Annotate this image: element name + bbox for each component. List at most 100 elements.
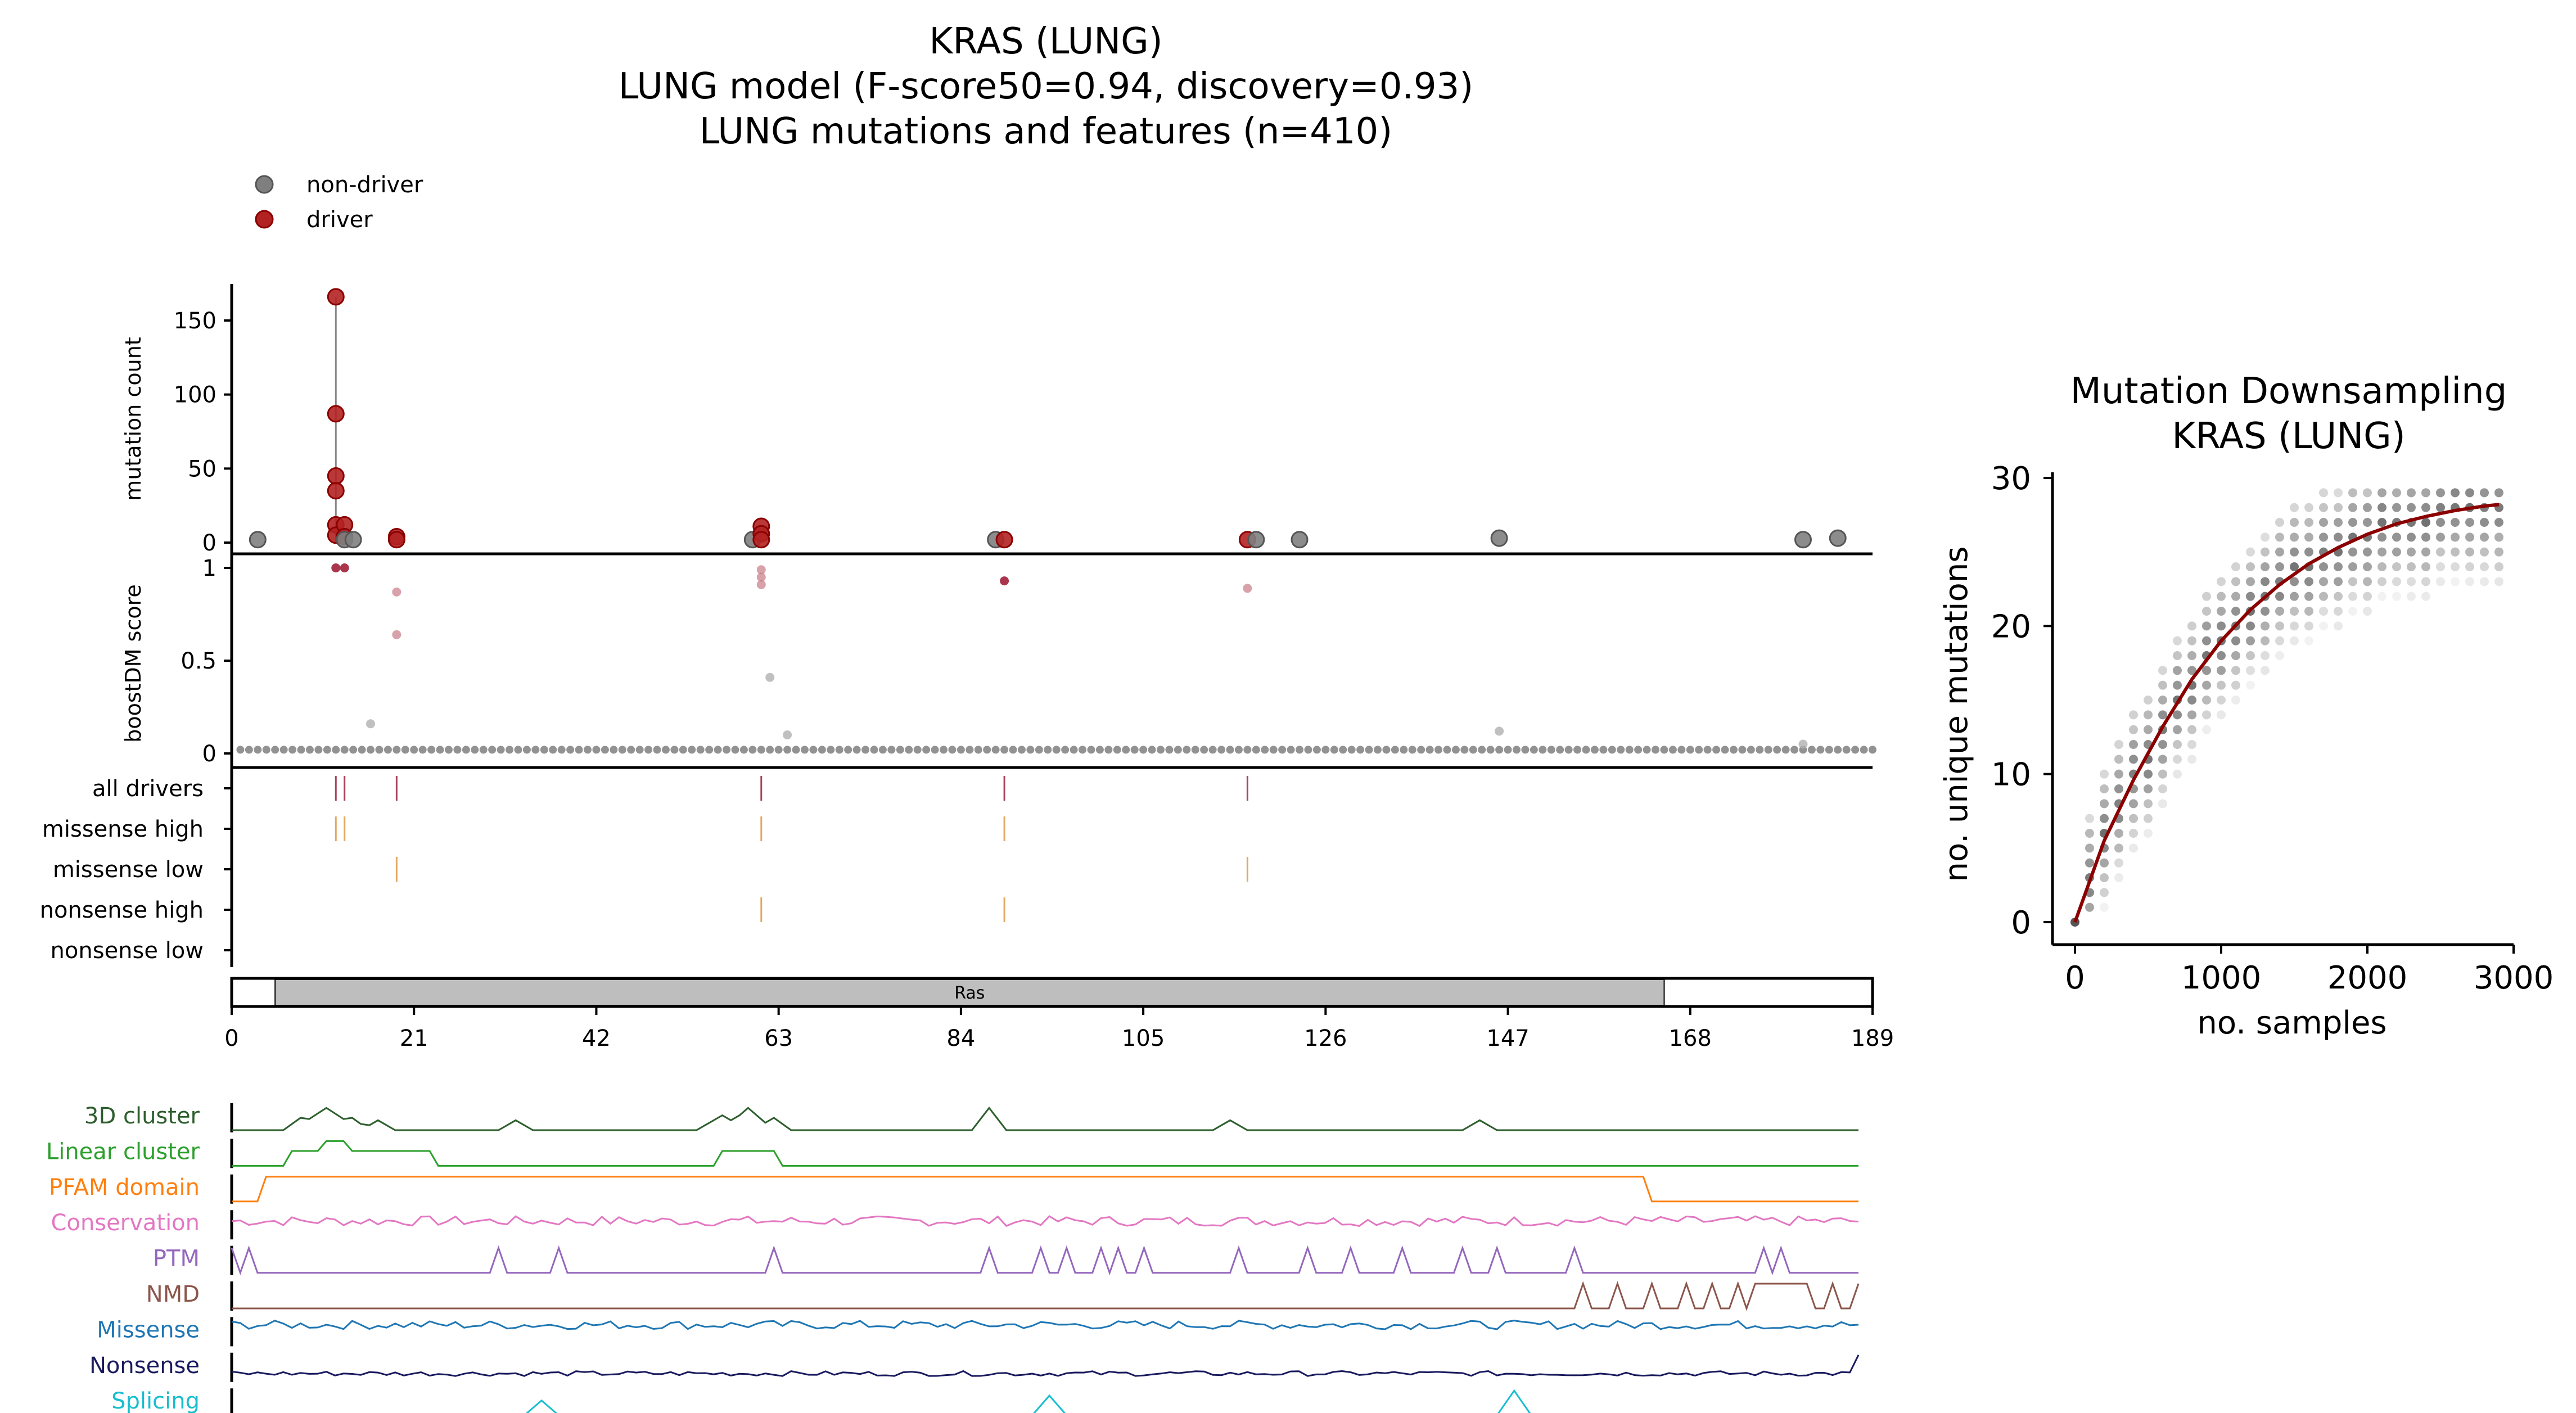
downsampling-point bbox=[2158, 710, 2167, 720]
baseline-score-point bbox=[1113, 746, 1121, 754]
downsampling-point bbox=[2114, 829, 2123, 838]
downsampling-point bbox=[2451, 488, 2460, 498]
baseline-score-point bbox=[384, 746, 392, 754]
downsampling-point bbox=[2202, 680, 2211, 690]
downsampling-point bbox=[2202, 725, 2211, 734]
baseline-score-point bbox=[488, 746, 497, 754]
baseline-score-point bbox=[1009, 746, 1017, 754]
downsampling-point bbox=[2407, 547, 2416, 557]
baseline-score-point bbox=[245, 746, 253, 754]
downsampling-point bbox=[2480, 547, 2489, 557]
baseline-score-point bbox=[262, 746, 270, 754]
downsampling-point bbox=[2494, 562, 2503, 571]
baseline-score-point bbox=[723, 746, 731, 754]
baseline-score-point bbox=[575, 746, 583, 754]
baseline-score-point bbox=[1486, 746, 1495, 754]
downsampling-y-label: no. unique mutations bbox=[1938, 547, 1975, 882]
downsampling-point bbox=[2158, 755, 2167, 764]
downsampling-point bbox=[2494, 518, 2503, 527]
driver-score-point bbox=[756, 565, 766, 575]
downsampling-point bbox=[2304, 518, 2313, 527]
baseline-score-point bbox=[323, 746, 331, 754]
baseline-score-point bbox=[1860, 746, 1868, 754]
baseline-score-point bbox=[1790, 746, 1799, 754]
baseline-score-point bbox=[1079, 746, 1087, 754]
baseline-score-point bbox=[601, 746, 609, 754]
downsampling-point bbox=[2334, 503, 2343, 512]
downsampling-point bbox=[2363, 503, 2372, 512]
downsampling-point bbox=[2114, 843, 2123, 853]
downsampling-point bbox=[2494, 577, 2503, 586]
baseline-score-point bbox=[1174, 746, 1182, 754]
domain-bars: Ras bbox=[274, 979, 1665, 1006]
baseline-score-point bbox=[401, 746, 409, 754]
track-label: all drivers bbox=[92, 776, 204, 802]
downsampling-point bbox=[2421, 518, 2430, 527]
score-tick-label: 0.5 bbox=[181, 648, 216, 674]
downsampling-point bbox=[2421, 577, 2430, 586]
baseline-score-point bbox=[627, 746, 635, 754]
baseline-score-point bbox=[444, 746, 453, 754]
downsampling-point bbox=[2392, 577, 2401, 586]
downsampling-point bbox=[2304, 503, 2313, 512]
downsampling-point bbox=[2100, 858, 2109, 868]
downsampling-point bbox=[2275, 562, 2284, 571]
baseline-score-point bbox=[1252, 746, 1260, 754]
downsampling-point bbox=[2217, 621, 2226, 631]
downsampling-point bbox=[2363, 577, 2372, 586]
downsampling-fit-curve bbox=[2073, 503, 2500, 923]
driver-score-point bbox=[1000, 576, 1009, 586]
baseline-score-point bbox=[688, 746, 696, 754]
track-label: missense high bbox=[42, 816, 204, 842]
downsampling-point bbox=[2436, 518, 2445, 527]
driver-score-point bbox=[340, 563, 349, 572]
baseline-score-point bbox=[1330, 746, 1338, 754]
downsampling-point bbox=[2290, 592, 2299, 601]
downsampling-point bbox=[2114, 858, 2123, 868]
downsampling-point bbox=[2334, 532, 2343, 542]
downsampling-point bbox=[2158, 666, 2167, 675]
downsampling-point bbox=[2407, 532, 2416, 542]
baseline-score-point bbox=[1052, 746, 1061, 754]
baseline-score-point bbox=[653, 746, 661, 754]
downsampling-point bbox=[2304, 532, 2313, 542]
driver-point bbox=[387, 531, 405, 549]
downsampling-point bbox=[2451, 577, 2460, 586]
baseline-score-point bbox=[410, 746, 418, 754]
baseline-score-point bbox=[618, 746, 626, 754]
baseline-score-point bbox=[1400, 746, 1408, 754]
feature-track-label: Conservation bbox=[51, 1210, 200, 1236]
baseline-score-point bbox=[1000, 746, 1009, 754]
downsampling-point bbox=[2187, 755, 2196, 764]
downsampling-point bbox=[2261, 651, 2270, 660]
feature-track-line bbox=[231, 1215, 1859, 1227]
driver-point bbox=[327, 288, 345, 306]
downsampling-point bbox=[2378, 592, 2386, 601]
downsampling-point bbox=[2246, 680, 2255, 690]
baseline-score-point bbox=[731, 746, 739, 754]
downsampling-point bbox=[2202, 607, 2211, 616]
baseline-score-point bbox=[896, 746, 904, 754]
downsampling-point bbox=[2129, 799, 2138, 809]
nondriver-point bbox=[344, 531, 362, 549]
baseline-score-point bbox=[1356, 746, 1365, 754]
downsampling-point bbox=[2436, 488, 2445, 498]
baseline-score-point bbox=[1530, 746, 1538, 754]
downsampling-point bbox=[2334, 562, 2343, 571]
baseline-score-point bbox=[1756, 746, 1764, 754]
count-tick-label: 0 bbox=[202, 530, 216, 556]
downsampling-point bbox=[2363, 488, 2372, 498]
downsampling-point bbox=[2261, 562, 2270, 571]
baseline-score-point bbox=[1512, 746, 1521, 754]
baseline-score-point bbox=[471, 746, 479, 754]
downsampling-point bbox=[2231, 680, 2240, 690]
baseline-score-point bbox=[332, 746, 340, 754]
baseline-score-point bbox=[297, 746, 305, 754]
downsampling-point bbox=[2290, 577, 2299, 586]
downsampling-point bbox=[2085, 858, 2094, 868]
baseline-score-point bbox=[305, 746, 314, 754]
title-line-1: KRAS (LUNG) bbox=[929, 21, 1162, 62]
downsampling-point bbox=[2392, 547, 2401, 557]
downsampling-point bbox=[2114, 769, 2123, 779]
feature-tracks-panel: 3D cluster Linear cluster PFAM domain Conse… bbox=[46, 1103, 1860, 1413]
